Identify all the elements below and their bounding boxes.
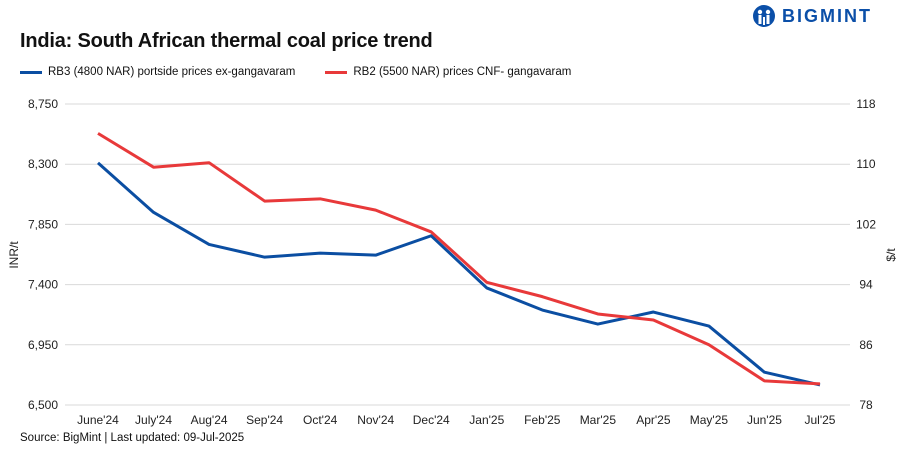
x-tick-label: June'24: [77, 413, 119, 427]
x-tick-label: July'24: [135, 413, 172, 427]
x-tick-label: Jan'25: [469, 413, 504, 427]
logo-text: BIGMINT: [782, 5, 872, 26]
legend-item-rb2: RB2 (5500 NAR) prices CNF- gangavaram: [325, 66, 571, 78]
y2-tick-label: 94: [859, 278, 873, 292]
y2-tick-label: 110: [856, 157, 875, 171]
legend-label: RB2 (5500 NAR) prices CNF- gangavaram: [353, 66, 572, 78]
logo-icon: [753, 5, 775, 27]
legend-item-rb3: RB3 (4800 NAR) portside prices ex-gangav…: [20, 66, 295, 78]
x-tick-label: Jul'25: [805, 413, 836, 427]
x-tick-label: Nov'24: [357, 413, 394, 427]
legend: RB3 (4800 NAR) portside prices ex-gangav…: [20, 66, 571, 78]
y-tick-label: 6,500: [28, 398, 58, 412]
x-tick-label: Aug'24: [191, 413, 228, 427]
x-tick-label: Dec'24: [413, 413, 450, 427]
x-tick-label: Feb'25: [524, 413, 561, 427]
chart-title: India: South African thermal coal price …: [20, 30, 433, 52]
legend-swatch: [20, 70, 42, 74]
x-tick-label: May'25: [690, 413, 729, 427]
y-tick-label: 7,850: [28, 217, 58, 231]
legend-label: RB3 (4800 NAR) portside prices ex-gangav…: [48, 66, 296, 78]
x-tick-label: Jun'25: [747, 413, 782, 427]
y2-tick-label: 102: [856, 217, 876, 231]
x-tick-label: Sep'24: [246, 413, 283, 427]
x-tick-label: Oct'24: [303, 413, 338, 427]
bigmint-logo: BIGMINT: [752, 4, 872, 28]
series-line-rb3: [97, 161, 821, 387]
y2-tick-label: 118: [856, 97, 875, 111]
y2-tick-label: 86: [859, 338, 873, 352]
y-axis-label: INR/t: [7, 241, 21, 269]
legend-swatch: [325, 70, 348, 74]
x-tick-label: Mar'25: [580, 413, 617, 427]
source-note: Source: BigMint | Last updated: 09-Jul-2…: [20, 432, 245, 444]
y-tick-label: 6,950: [28, 338, 58, 352]
y-tick-label: 7,400: [28, 278, 58, 292]
y-tick-label: 8,300: [28, 157, 58, 171]
x-tick-label: Apr'25: [636, 413, 671, 427]
y2-axis-label: $/t: [884, 248, 898, 262]
y2-tick-label: 78: [859, 398, 873, 412]
y-tick-label: 8,750: [28, 97, 58, 111]
series-line-rb2: [97, 132, 821, 386]
